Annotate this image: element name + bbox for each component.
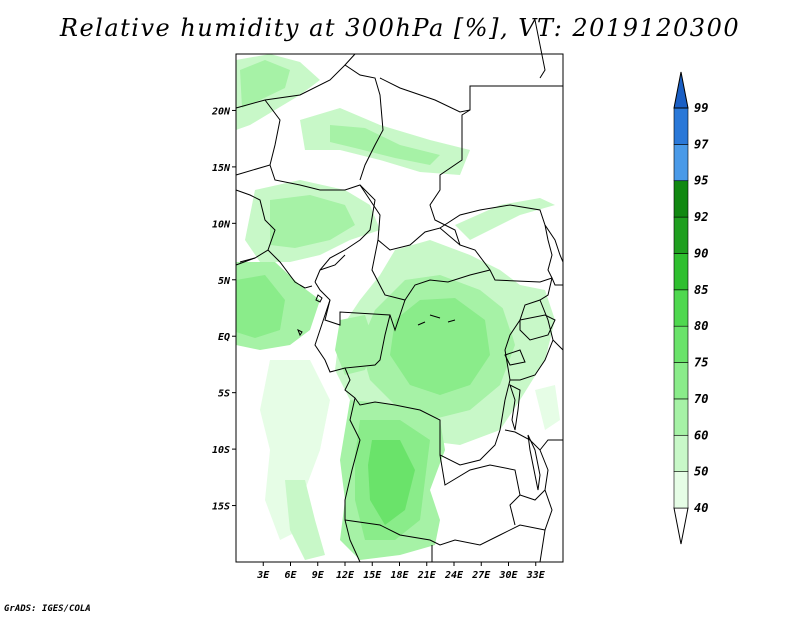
colorbar-label: 40 — [694, 501, 708, 515]
lon-tick-label: 21E — [417, 570, 437, 581]
colorbar-label: 50 — [694, 465, 708, 479]
map-panel — [235, 19, 564, 563]
colorbar-segment — [673, 471, 689, 509]
colorbar-label: 90 — [694, 246, 708, 260]
colorbar-label: 95 — [694, 174, 708, 188]
colorbar-label: 92 — [694, 210, 708, 224]
lon-tick-label: 30E — [498, 570, 518, 581]
latitude-axis: 20N 15N 10N 5N EQ 5S 10S 15S — [211, 106, 236, 513]
colorbar-segment — [673, 180, 689, 218]
country-borders — [235, 19, 564, 563]
lat-tick-label: 15N — [212, 163, 231, 174]
colorbar-label: 75 — [694, 356, 708, 370]
colorbar-label: 80 — [694, 319, 708, 333]
colorbar-bottom-arrow — [673, 507, 689, 545]
map-title: Relative humidity at 300hPa [%], VT: 201… — [59, 14, 741, 42]
lat-tick-label: 20N — [211, 106, 231, 117]
longitude-axis: 3E 6E 9E 12E 15E 18E 21E 24E 27E 30E 33E — [256, 562, 546, 581]
colorbar-segment — [673, 144, 689, 182]
colorbar-label: 60 — [694, 428, 708, 442]
colorbar-segment — [673, 398, 689, 436]
lat-tick-label: 10S — [212, 445, 230, 456]
colorbar-segment — [673, 289, 689, 327]
lon-tick-label: 33E — [526, 570, 546, 581]
lat-tick-label: EQ — [218, 332, 230, 343]
lon-tick-label: 15E — [363, 570, 382, 581]
colorbar-label: 97 — [694, 137, 709, 151]
colorbar-segment — [673, 216, 689, 254]
lon-tick-label: 6E — [284, 570, 297, 581]
colorbar: 40 50 60 70 75 80 85 90 92 95 97 99 — [673, 71, 709, 545]
lat-tick-label: 10N — [212, 219, 231, 230]
lat-tick-label: 5S — [218, 389, 230, 400]
colorbar-segment — [673, 362, 689, 400]
grads-credit: GrADS: IGES/COLA — [4, 604, 91, 614]
lon-tick-label: 27E — [471, 570, 491, 581]
lon-tick-label: 3E — [256, 570, 270, 581]
colorbar-segment — [673, 434, 689, 472]
lon-tick-label: 12E — [336, 570, 355, 581]
colorbar-label: 85 — [694, 283, 708, 297]
colorbar-label: 99 — [694, 101, 708, 115]
lon-tick-label: 24E — [444, 570, 464, 581]
lon-tick-label: 18E — [390, 570, 409, 581]
lon-tick-label: 9E — [312, 570, 325, 581]
lat-tick-label: 15S — [212, 502, 230, 513]
colorbar-segment — [673, 253, 689, 291]
colorbar-top-arrow — [673, 71, 689, 109]
lat-tick-label: 5N — [218, 276, 231, 287]
colorbar-label: 70 — [694, 392, 708, 406]
colorbar-segment — [673, 107, 689, 145]
colorbar-segment — [673, 325, 689, 363]
